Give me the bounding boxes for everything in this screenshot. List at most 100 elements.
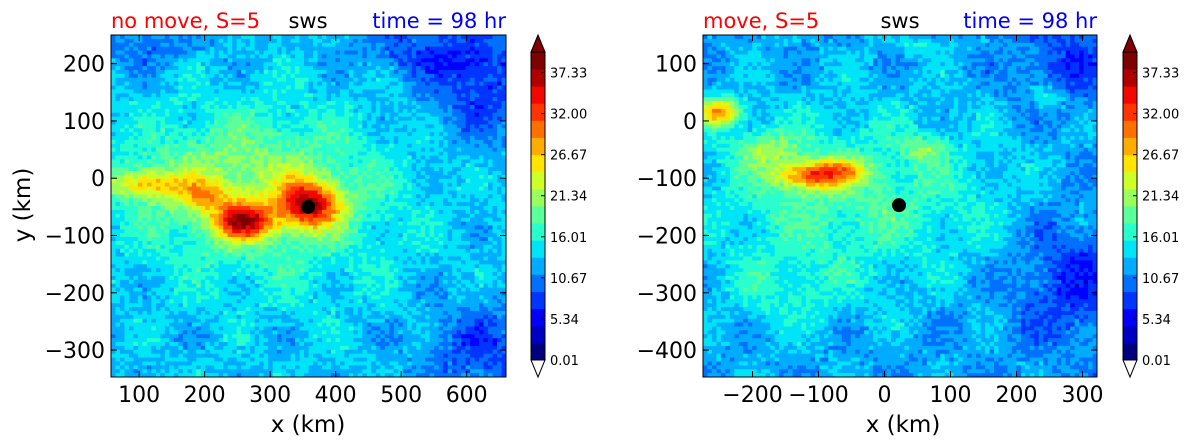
heatmap-cell <box>272 89 278 94</box>
heatmap-cell <box>119 116 126 122</box>
heatmap-cell <box>151 136 157 141</box>
heatmap-cell <box>115 268 121 273</box>
heatmap-cell <box>178 256 184 262</box>
heatmap-cell <box>339 307 346 312</box>
heatmap-cell <box>362 275 368 281</box>
heatmap-cell <box>223 256 229 262</box>
heatmap-cell <box>115 50 121 56</box>
heatmap-cell <box>317 163 323 168</box>
heatmap-cell <box>277 167 283 172</box>
heatmap-cell <box>160 209 166 215</box>
heatmap-cell <box>304 326 310 331</box>
heatmap-cell <box>196 108 202 114</box>
heatmap-cell <box>223 202 229 207</box>
heatmap-cell <box>115 373 121 377</box>
heatmap-cell <box>299 163 305 168</box>
heatmap-cell <box>236 314 242 320</box>
heatmap-cell <box>115 66 121 71</box>
heatmap-cell <box>205 237 211 242</box>
heatmap-cell <box>304 69 310 75</box>
heatmap-cell <box>200 120 206 125</box>
heatmap-cell <box>182 206 188 211</box>
heatmap-cell <box>128 353 135 359</box>
heatmap-cell <box>164 46 170 52</box>
heatmap-cell <box>295 190 301 195</box>
heatmap-cell <box>357 101 363 106</box>
heatmap-cell <box>232 151 238 157</box>
heatmap-cell <box>268 361 274 366</box>
heatmap-cell <box>259 124 265 129</box>
heatmap-cell <box>277 108 283 114</box>
heatmap-cell <box>290 174 296 180</box>
heatmap-cell <box>182 35 188 40</box>
heatmap-cell <box>304 279 310 285</box>
heatmap-cell <box>209 54 215 59</box>
heatmap-cell <box>339 159 346 164</box>
heatmap-cell <box>241 97 247 102</box>
heatmap-cell <box>173 314 179 320</box>
heatmap-cell <box>286 233 292 238</box>
heatmap-cell <box>115 151 121 157</box>
heatmap-cell <box>259 299 265 304</box>
heatmap-cell <box>119 237 126 242</box>
heatmap-cell <box>214 307 220 312</box>
heatmap-cell <box>142 233 148 238</box>
heatmap-cell <box>254 225 260 230</box>
heatmap-cell <box>227 66 233 71</box>
heatmap-cell <box>196 132 202 137</box>
heatmap-cell <box>326 159 332 164</box>
heatmap-cell <box>335 124 341 129</box>
heatmap-cell <box>259 120 265 125</box>
heatmap-cell <box>232 77 238 83</box>
heatmap-cell <box>286 330 292 335</box>
heatmap-cell <box>321 104 328 110</box>
heatmap-cell <box>218 77 224 83</box>
heatmap-cell <box>339 66 346 71</box>
heatmap-cell <box>115 213 121 219</box>
heatmap-cell <box>169 81 175 87</box>
heatmap-cell <box>218 287 224 293</box>
heatmap-cell <box>268 190 274 195</box>
heatmap-cell <box>146 373 152 377</box>
heatmap-cell <box>111 326 117 331</box>
heatmap-cell <box>272 38 278 44</box>
heatmap-cell <box>137 116 144 122</box>
heatmap-cell <box>304 89 310 94</box>
heatmap-cell <box>245 97 251 102</box>
heatmap-cell <box>209 357 215 363</box>
heatmap-cell <box>169 104 175 110</box>
heatmap-cell <box>178 353 184 359</box>
heatmap-cell <box>236 89 242 94</box>
heatmap-cell <box>173 77 179 83</box>
heatmap-cell <box>137 217 144 223</box>
heatmap-cell <box>164 190 170 195</box>
heatmap-cell <box>286 353 292 359</box>
heatmap-cell <box>344 97 350 102</box>
heatmap-cell <box>339 58 346 63</box>
heatmap-cell <box>335 279 341 285</box>
heatmap-cell <box>326 151 332 157</box>
heatmap-cell <box>133 128 139 133</box>
heatmap-cell <box>214 206 220 211</box>
heatmap-cell <box>214 322 220 328</box>
heatmap-cell <box>111 186 117 192</box>
heatmap-cell <box>317 345 323 351</box>
heatmap-cell <box>335 73 341 79</box>
heatmap-cell <box>357 307 363 312</box>
heatmap-cell <box>281 46 287 52</box>
heatmap-cell <box>223 275 229 281</box>
heatmap-cell <box>119 248 126 254</box>
heatmap-cell <box>137 97 144 102</box>
heatmap-cell <box>191 373 197 377</box>
heatmap-cell <box>335 330 341 335</box>
heatmap-cell <box>281 275 287 281</box>
heatmap-cell <box>268 194 274 199</box>
heatmap-cell <box>187 206 193 211</box>
heatmap-cell <box>119 101 126 106</box>
heatmap-cell <box>155 190 161 195</box>
heatmap-cell <box>286 128 292 133</box>
heatmap-cell <box>187 171 193 176</box>
heatmap-cell <box>317 89 323 94</box>
heatmap-cell <box>330 174 337 180</box>
heatmap-cell <box>286 202 292 207</box>
